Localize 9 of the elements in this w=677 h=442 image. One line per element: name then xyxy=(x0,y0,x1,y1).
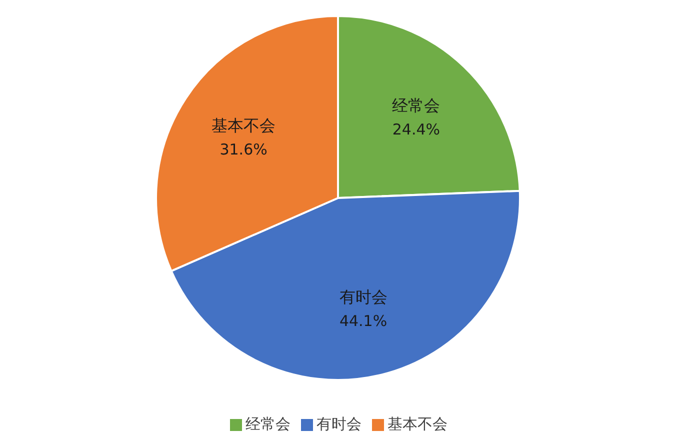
slice-label: 经常会 xyxy=(392,96,440,116)
data-label: 44.1% xyxy=(339,312,388,330)
data-label: 31.6% xyxy=(220,140,268,158)
data-label: 24.4% xyxy=(392,120,440,139)
legend-label: 经常会 xyxy=(246,415,290,434)
legend-label: 有时会 xyxy=(316,415,362,434)
legend-label: 基本不会 xyxy=(388,415,448,434)
slice-label: 有时会 xyxy=(339,287,388,306)
slice-label: 基本不会 xyxy=(212,116,276,135)
